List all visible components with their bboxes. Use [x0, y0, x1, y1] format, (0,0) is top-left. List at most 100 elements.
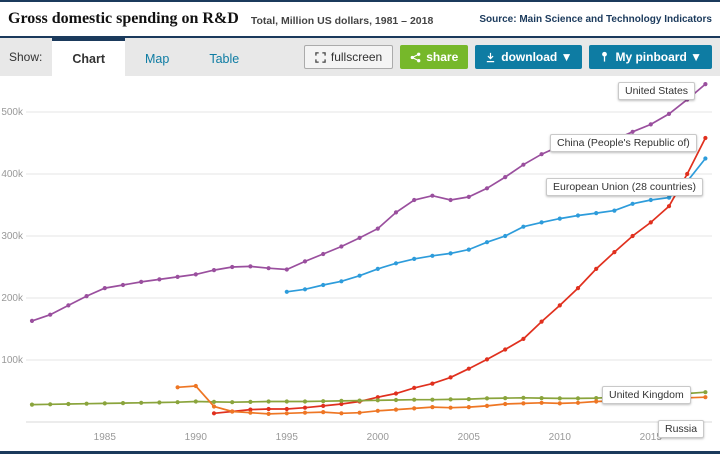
data-point[interactable] [321, 399, 326, 404]
data-point[interactable] [412, 256, 417, 261]
data-point[interactable] [48, 402, 53, 407]
download-button[interactable]: download ▼ [475, 45, 583, 69]
data-point[interactable] [375, 266, 380, 271]
data-point[interactable] [375, 398, 380, 403]
data-point[interactable] [139, 400, 144, 405]
data-point[interactable] [703, 82, 708, 87]
data-point[interactable] [393, 261, 399, 266]
data-point[interactable] [594, 211, 599, 216]
data-point[interactable] [321, 410, 326, 415]
data-point[interactable] [230, 400, 235, 405]
data-point[interactable] [484, 357, 490, 362]
tab-table[interactable]: Table [209, 51, 240, 66]
data-point[interactable] [594, 396, 599, 401]
data-point[interactable] [302, 399, 308, 404]
data-point[interactable] [539, 220, 544, 225]
data-point[interactable] [29, 402, 35, 407]
tab-chart[interactable]: Chart [52, 38, 126, 76]
data-point[interactable] [321, 403, 326, 408]
data-point[interactable] [484, 186, 490, 191]
data-point[interactable] [66, 303, 71, 308]
data-point[interactable] [266, 406, 271, 412]
data-point[interactable] [612, 208, 617, 213]
data-point[interactable] [175, 274, 180, 279]
data-point[interactable] [703, 135, 708, 141]
data-point[interactable] [703, 395, 708, 400]
data-point[interactable] [284, 411, 289, 416]
data-point[interactable] [393, 210, 399, 215]
data-point[interactable] [430, 381, 435, 386]
data-point[interactable] [412, 385, 417, 390]
data-point[interactable] [412, 197, 417, 203]
data-point[interactable] [430, 253, 435, 258]
data-point[interactable] [266, 399, 271, 404]
data-point[interactable] [193, 383, 198, 389]
data-point[interactable] [357, 273, 362, 278]
data-point[interactable] [393, 391, 399, 396]
data-point[interactable] [211, 268, 217, 273]
data-point[interactable] [448, 251, 453, 256]
data-point[interactable] [575, 286, 581, 291]
data-point[interactable] [211, 404, 217, 409]
fullscreen-button[interactable]: fullscreen [303, 45, 394, 69]
data-point[interactable] [521, 162, 526, 167]
data-point[interactable] [321, 251, 326, 257]
data-point[interactable] [157, 400, 162, 405]
data-point[interactable] [284, 289, 289, 294]
data-point[interactable] [648, 197, 653, 203]
data-point[interactable] [557, 396, 562, 401]
data-point[interactable] [284, 267, 289, 272]
data-point[interactable] [139, 279, 144, 284]
data-point[interactable] [703, 390, 708, 395]
data-point[interactable] [84, 401, 89, 406]
data-point[interactable] [175, 400, 180, 405]
data-point[interactable] [575, 400, 581, 405]
data-point[interactable] [466, 366, 471, 371]
data-point[interactable] [466, 247, 471, 252]
data-point[interactable] [503, 396, 508, 401]
data-point[interactable] [357, 410, 362, 415]
data-point[interactable] [630, 201, 635, 206]
data-point[interactable] [84, 294, 89, 299]
data-point[interactable] [448, 197, 453, 203]
data-point[interactable] [321, 282, 326, 288]
data-point[interactable] [557, 401, 562, 406]
data-point[interactable] [430, 405, 435, 410]
data-point[interactable] [193, 399, 198, 404]
data-point[interactable] [648, 122, 653, 127]
data-point[interactable] [248, 407, 253, 412]
data-point[interactable] [521, 395, 526, 400]
data-point[interactable] [539, 319, 544, 324]
data-point[interactable] [375, 226, 380, 231]
data-point[interactable] [339, 279, 344, 284]
data-point[interactable] [375, 395, 380, 400]
series-european-union-countries[interactable] [284, 156, 708, 294]
data-point[interactable] [29, 318, 35, 323]
data-point[interactable] [503, 175, 508, 180]
data-point[interactable] [557, 303, 562, 308]
data-point[interactable] [430, 193, 435, 198]
data-point[interactable] [484, 396, 490, 401]
data-point[interactable] [375, 408, 380, 413]
data-point[interactable] [466, 405, 471, 410]
data-point[interactable] [211, 411, 217, 416]
data-point[interactable] [193, 272, 198, 277]
data-point[interactable] [266, 411, 271, 416]
data-point[interactable] [521, 224, 526, 229]
data-point[interactable] [357, 235, 362, 240]
data-point[interactable] [666, 204, 672, 209]
data-point[interactable] [302, 405, 308, 410]
series-china-people-s-republic-of[interactable] [211, 135, 708, 416]
data-point[interactable] [284, 399, 289, 404]
data-point[interactable] [211, 399, 217, 404]
data-point[interactable] [703, 156, 708, 161]
data-point[interactable] [630, 129, 635, 134]
data-point[interactable] [339, 244, 344, 249]
data-point[interactable] [120, 282, 126, 288]
data-point[interactable] [393, 397, 399, 403]
data-point[interactable] [539, 152, 544, 157]
data-point[interactable] [575, 213, 581, 218]
data-point[interactable] [230, 409, 235, 414]
data-point[interactable] [575, 396, 581, 401]
data-point[interactable] [466, 194, 471, 199]
